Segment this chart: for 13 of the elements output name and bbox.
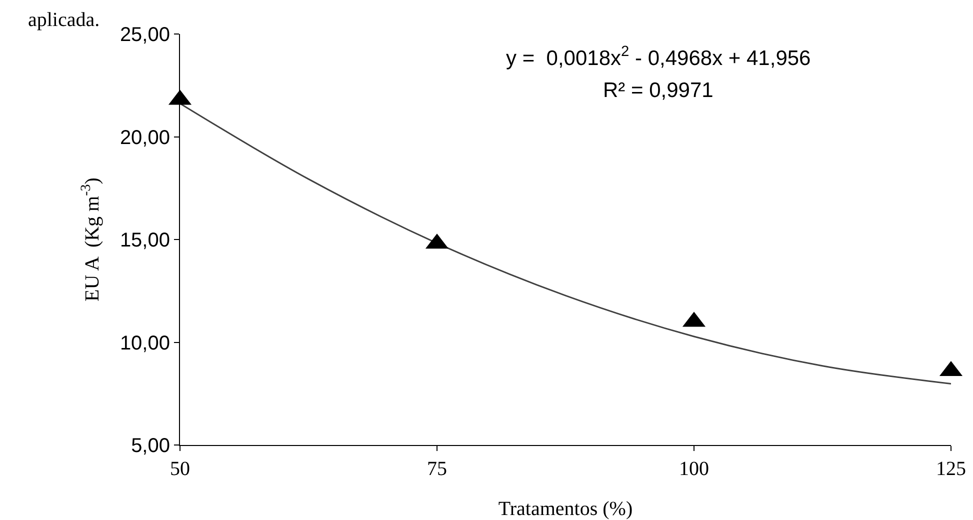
- y-tick-label: 10,00: [120, 332, 170, 354]
- x-tick-label: 100: [679, 458, 709, 480]
- y-tick-label: 25,00: [120, 24, 170, 46]
- annotation: R² = 0,9971: [603, 79, 714, 102]
- x-tick-label: 75: [427, 458, 447, 480]
- x-tick-label: 50: [170, 458, 190, 480]
- annotation: y = 0,0018x$^{2}$ - 0,4968x + 41,956: [506, 44, 811, 70]
- x-tick-label: 125: [936, 458, 966, 480]
- x-axis-title: Tratamentos (%): [498, 498, 633, 520]
- text: aplicada.: [28, 9, 100, 31]
- y-tick-label: 20,00: [120, 126, 170, 149]
- y-tick-label: 15,00: [120, 230, 170, 252]
- y-tick-label: 5,00: [131, 435, 170, 457]
